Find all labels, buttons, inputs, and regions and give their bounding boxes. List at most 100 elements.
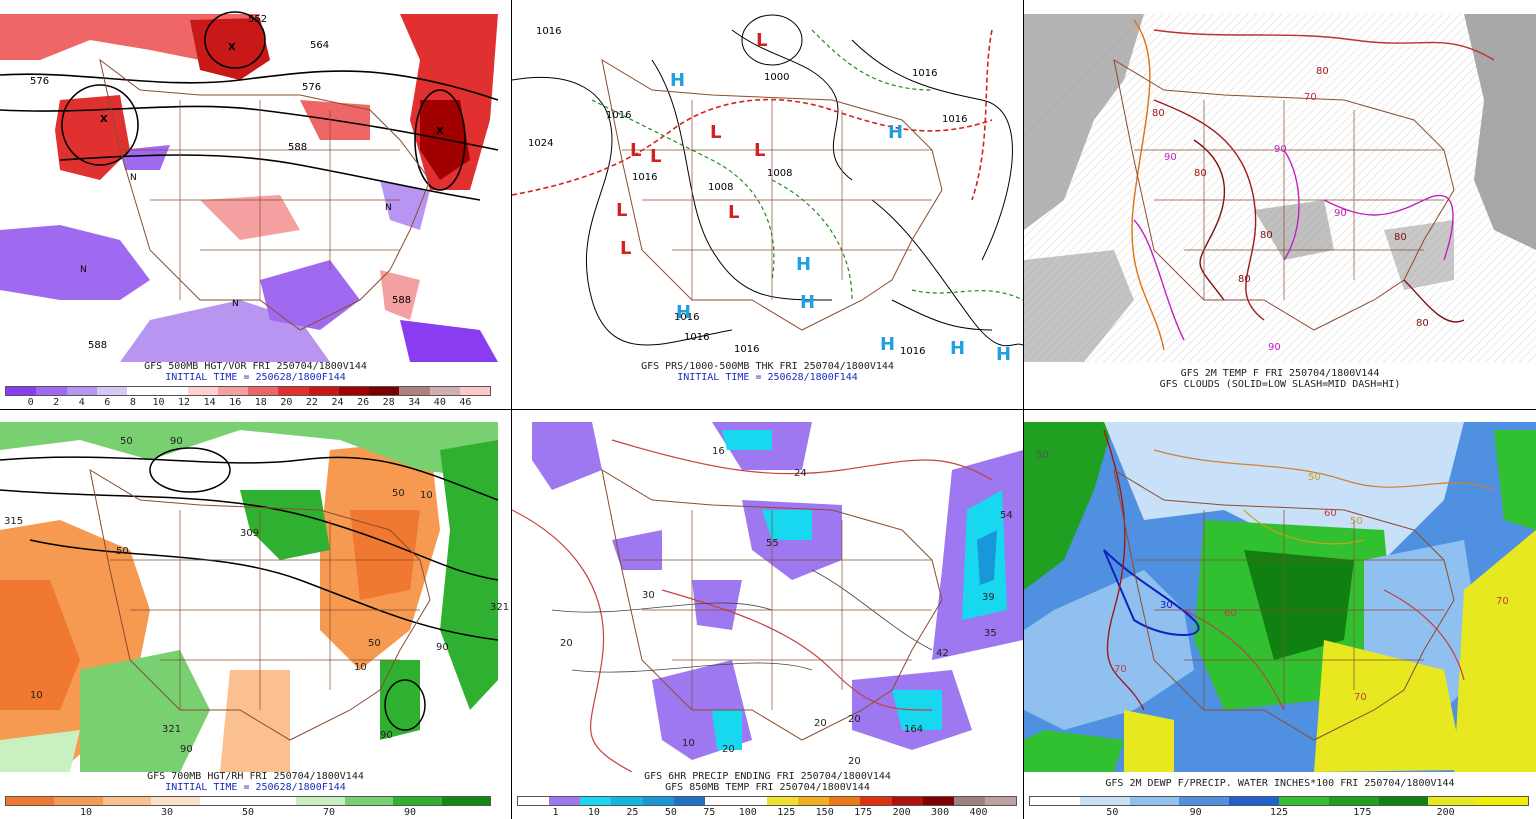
- contour-label: 576: [302, 82, 321, 93]
- colorbar-swatch: [102, 797, 152, 805]
- colorbar-tick-label: 8: [129, 397, 136, 408]
- colorbar-swatch: [217, 387, 248, 395]
- temp-label: 70: [1304, 92, 1317, 103]
- panel-title: GFS 500MB HGT/VOR FRI 250704/1800V144: [144, 361, 367, 372]
- isobar-label: 1016: [900, 346, 925, 357]
- colorbar-swatch: [96, 387, 127, 395]
- panel-title: GFS PRS/1000-500MB THK FRI 250704/1800V1…: [641, 361, 894, 372]
- colorbar-swatch: [860, 797, 892, 805]
- dewpoint-label: 70: [1496, 596, 1509, 607]
- colorbar-swatch: [1278, 797, 1329, 805]
- colorbar-tick-label: 175: [1353, 807, 1372, 818]
- colorbar: [517, 796, 1017, 806]
- rh-label: 50: [116, 546, 129, 557]
- colorbar-swatch: [429, 387, 460, 395]
- rh-label: 90: [380, 730, 393, 741]
- colorbar-swatch: [673, 797, 705, 805]
- precip-label: 54: [1000, 510, 1013, 521]
- colorbar-tick-label: 25: [626, 807, 639, 818]
- colorbar-tick-label: 50: [664, 807, 677, 818]
- dewpoint-label: 50: [1308, 472, 1321, 483]
- colorbar-swatch: [642, 797, 674, 805]
- high-pressure-marker: H: [996, 344, 1011, 362]
- isobar-label: 1016: [734, 344, 759, 355]
- panel-init-time: INITIAL TIME = 250628/1800F144: [165, 372, 346, 383]
- isobar-label: 1016: [674, 312, 699, 323]
- vort-max-marker: X: [436, 126, 444, 137]
- colorbar-swatch: [6, 797, 55, 805]
- colorbar-swatch: [549, 797, 581, 805]
- low-pressure-marker: L: [616, 200, 627, 221]
- colorbar-swatch: [704, 797, 736, 805]
- temp-label: 80: [1316, 66, 1329, 77]
- colorbar-swatch: [1179, 797, 1230, 805]
- colorbar-tick-label: 30: [160, 807, 174, 818]
- colorbar-tick-label: 150: [815, 807, 834, 818]
- colorbar-swatch: [1129, 797, 1180, 805]
- panel-init-time: INITIAL TIME = 250628/1800F144: [165, 782, 346, 793]
- colorbar-swatch: [518, 797, 550, 805]
- panel-dewpoint-pwat: 50 50 60 30 60 70 70 50 70 GFS 2M DEWP F…: [1024, 410, 1536, 819]
- precip-map: 16 24 55 30 20 20 20 42 35 54 39 164 20 …: [512, 422, 1023, 772]
- colorbar-ticks: 10 30 50 70 90: [5, 807, 491, 819]
- colorbar-swatch: [1378, 797, 1429, 805]
- precip-label: 20: [722, 744, 735, 755]
- high-pressure-marker: H: [796, 254, 811, 275]
- colorbar-tick-label: 70: [322, 807, 336, 818]
- panel-init-time: INITIAL TIME = 250628/1800F144: [677, 372, 858, 383]
- temp-label: 20: [848, 714, 861, 725]
- precip-label: 20: [848, 756, 861, 767]
- vort-min-marker: N: [130, 173, 137, 183]
- colorbar-tick-label: 40: [433, 397, 446, 408]
- high-pressure-marker: H: [800, 292, 815, 313]
- colorbar-swatch: [735, 797, 767, 805]
- colorbar: [1029, 796, 1529, 806]
- precip-label: 24: [794, 468, 807, 479]
- contour-label: 576: [30, 76, 49, 87]
- panel-subtitle: GFS 850MB TEMP FRI 250704/1800V144: [665, 782, 870, 793]
- hgt-label: 315: [4, 516, 23, 527]
- colorbar-swatch: [891, 797, 923, 805]
- colorbar-tick-label: 90: [1189, 807, 1202, 818]
- colorbar-tick-label: 24: [331, 397, 344, 408]
- isobar-label: 1008: [767, 168, 792, 179]
- precip-label: 164: [904, 724, 923, 735]
- colorbar-swatch: [1328, 797, 1379, 805]
- colorbar-swatch: [151, 797, 200, 805]
- colorbar-swatch: [1229, 797, 1279, 805]
- isobar-label: 1016: [632, 172, 657, 183]
- colorbar-swatch: [611, 797, 643, 805]
- rh-label: 50: [120, 436, 133, 447]
- contour-label: 552: [248, 14, 267, 25]
- colorbar-tick-label: 1: [552, 807, 559, 818]
- contour-label: 588: [392, 295, 411, 306]
- colorbar-tick-label: 20: [280, 397, 293, 408]
- colorbar-tick-label: 125: [777, 807, 796, 818]
- precip-label: 39: [982, 592, 995, 603]
- colorbar: [5, 796, 491, 806]
- rh-label: 90: [170, 436, 183, 447]
- rh-label: 10: [30, 690, 43, 701]
- colorbar-swatch: [66, 387, 97, 395]
- colorbar-tick-label: 10: [152, 397, 165, 408]
- colorbar-tick-label: 200: [1436, 807, 1455, 818]
- vort-min-marker: N: [385, 203, 392, 213]
- vort-min-marker: N: [80, 265, 87, 275]
- vort-max-marker: X: [100, 114, 108, 125]
- colorbar-tick-label: 16: [229, 397, 242, 408]
- isobar-label: 1016: [912, 68, 937, 79]
- colorbar-tick-label: 0: [27, 397, 34, 408]
- low-pressure-marker: L: [754, 140, 765, 161]
- rh-label: 90: [180, 744, 193, 755]
- isobar-label: 1000: [764, 72, 789, 83]
- rh-label: 50: [368, 638, 381, 649]
- panel-title: GFS 2M DEWP F/PRECIP. WATER INCHES*100 F…: [1105, 778, 1455, 789]
- colorbar-swatch: [829, 797, 861, 805]
- colorbar-tick-label: 90: [403, 807, 417, 818]
- panel-500mb-vorticity: 576 552 564 576 588 588 588 X X X N N N …: [0, 0, 511, 409]
- colorbar-swatch: [296, 797, 345, 805]
- colorbar-ticks: 50 90 125 175 200: [1029, 807, 1529, 819]
- colorbar-swatch: [338, 387, 369, 395]
- hgt-label: 321: [162, 724, 181, 735]
- colorbar-swatch: [1030, 797, 1080, 805]
